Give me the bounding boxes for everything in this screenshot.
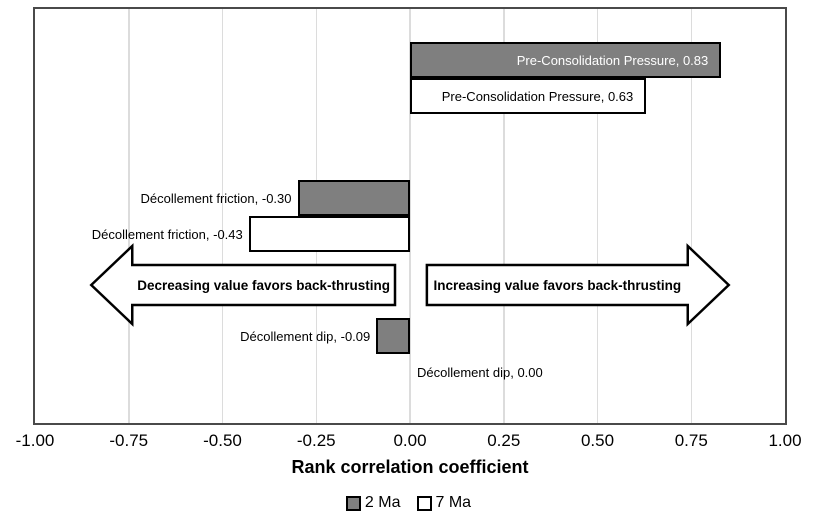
- bar-2-ma-1: [297, 180, 410, 216]
- x-tick-label: -1.00: [15, 431, 55, 450]
- x-tick-label: -0.75: [109, 431, 149, 450]
- gridline: [690, 9, 692, 423]
- bar-data-label: Décollement friction, -0.43: [91, 226, 243, 242]
- bar-data-label: Décollement dip, -0.09: [240, 328, 371, 344]
- bar-7-ma-0: [410, 78, 647, 114]
- gridline: [596, 9, 599, 423]
- x-axis-tick-labels: -1.00 -0.75 -0.50 -0.25 0.00 0.25 0.50 0.75 1.00: [0, 431, 817, 453]
- bar-7-ma-1: [248, 216, 410, 252]
- legend: 2 Ma 7 Ma: [0, 494, 817, 512]
- x-tick-label: 0.50: [580, 431, 615, 450]
- gridline: [128, 9, 130, 423]
- x-tick-label: -0.50: [203, 431, 242, 450]
- bar-data-label: Décollement friction, -0.30: [140, 190, 292, 206]
- x-tick-label: 0.75: [674, 431, 708, 450]
- x-tick-label: 0.00: [393, 431, 427, 450]
- x-axis-title: Rank correlation coefficient: [291, 457, 529, 477]
- bar-2-ma-2: [376, 318, 410, 354]
- gridline: [409, 9, 411, 423]
- gridline: [503, 9, 505, 423]
- gridline: [221, 9, 224, 423]
- legend-label: 7 Ma: [435, 494, 472, 511]
- x-tick-label: -0.25: [296, 431, 336, 450]
- bar-data-label: Pre-Consolidation Pressure, 0.63: [441, 88, 634, 104]
- x-tick-label: 0.25: [487, 431, 521, 450]
- bar-data-label: Pre-Consolidation Pressure, 0.83: [516, 52, 709, 68]
- bar-2-ma-0: [410, 42, 722, 78]
- legend-item-7-ma: 7 Ma: [416, 494, 472, 512]
- legend-item-2-ma: 2 Ma: [345, 494, 401, 512]
- plot-area: Pre-Consolidation Pressure, 0.83 Décollem…: [33, 7, 787, 425]
- x-tick-label: 1.00: [768, 431, 802, 450]
- legend-swatch-icon: [345, 495, 361, 511]
- legend-swatch-icon: [416, 495, 432, 511]
- legend-label: 2 Ma: [364, 494, 401, 511]
- bar-data-label: Décollement dip, 0.00: [417, 364, 543, 380]
